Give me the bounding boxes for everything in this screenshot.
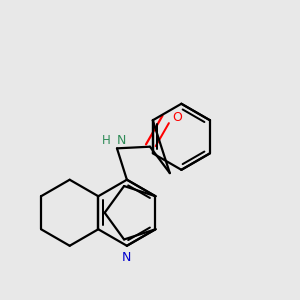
- Text: N: N: [122, 251, 132, 264]
- Text: H: H: [102, 134, 111, 147]
- Text: O: O: [172, 112, 182, 124]
- Text: N: N: [117, 134, 126, 147]
